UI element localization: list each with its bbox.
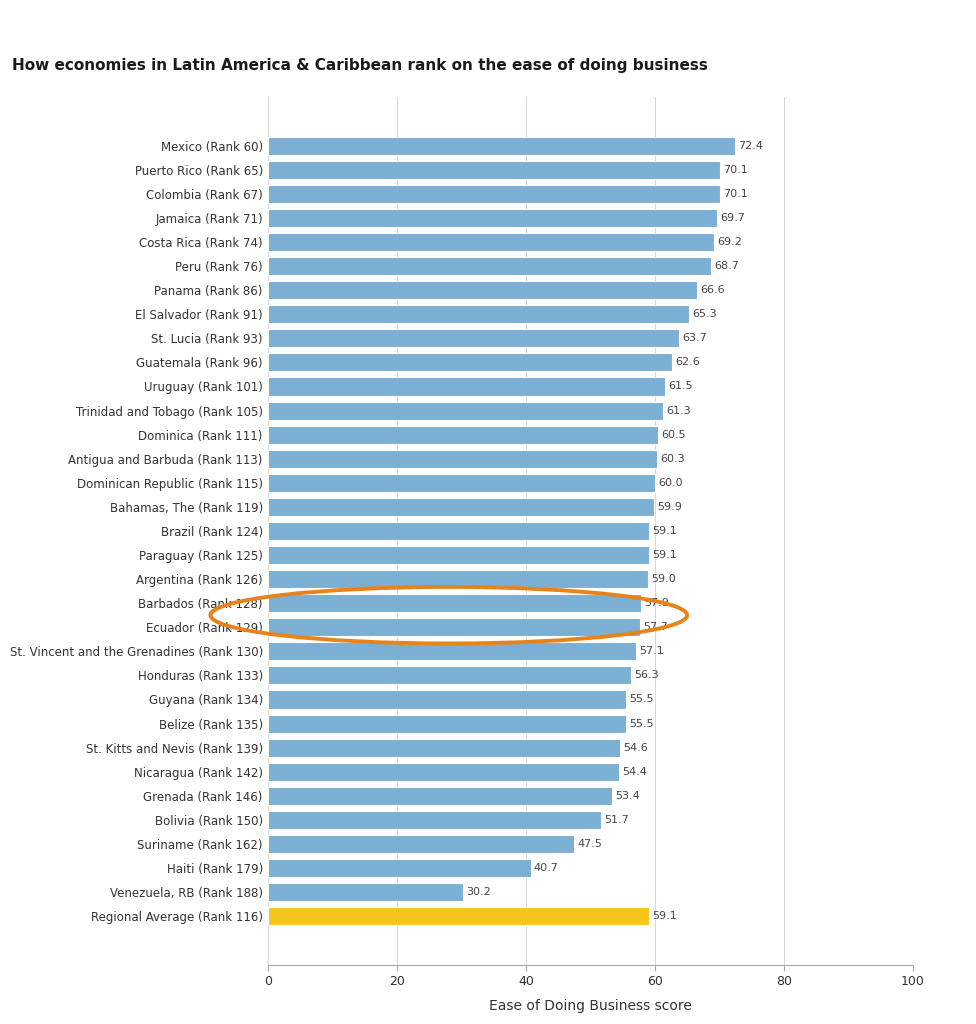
Text: 59.1: 59.1: [652, 526, 677, 536]
Text: 69.2: 69.2: [717, 237, 743, 247]
Bar: [268, 401, 664, 420]
Text: 65.3: 65.3: [692, 309, 717, 319]
Bar: [268, 353, 671, 372]
Bar: [268, 690, 626, 709]
Text: 51.7: 51.7: [605, 815, 630, 825]
Text: 61.5: 61.5: [668, 382, 692, 391]
Text: 63.7: 63.7: [682, 334, 707, 343]
Text: 60.5: 60.5: [662, 430, 686, 439]
Bar: [268, 835, 575, 853]
Bar: [268, 233, 714, 251]
X-axis label: Ease of Doing Business score: Ease of Doing Business score: [489, 999, 692, 1013]
Bar: [268, 474, 655, 492]
Text: 30.2: 30.2: [467, 887, 491, 897]
Text: 57.9: 57.9: [644, 598, 670, 608]
Text: 57.7: 57.7: [643, 623, 669, 632]
Text: 53.4: 53.4: [616, 791, 640, 801]
Bar: [268, 450, 657, 468]
Text: 60.3: 60.3: [660, 454, 685, 464]
Text: 70.1: 70.1: [723, 165, 748, 175]
Bar: [268, 570, 648, 588]
Text: 61.3: 61.3: [667, 406, 691, 416]
Text: 62.6: 62.6: [674, 357, 700, 368]
Text: 59.1: 59.1: [652, 550, 677, 560]
Bar: [268, 330, 678, 347]
Text: 55.5: 55.5: [630, 719, 654, 728]
Bar: [268, 546, 649, 564]
Text: 59.9: 59.9: [658, 502, 682, 512]
Text: 54.4: 54.4: [622, 767, 647, 776]
Bar: [268, 859, 531, 877]
Text: 47.5: 47.5: [578, 839, 602, 849]
Text: 59.0: 59.0: [652, 574, 676, 584]
Bar: [268, 522, 649, 540]
Text: 40.7: 40.7: [534, 863, 558, 873]
Text: 66.6: 66.6: [701, 286, 725, 295]
Bar: [268, 667, 631, 684]
Text: 70.1: 70.1: [723, 188, 748, 199]
Bar: [268, 305, 689, 324]
Bar: [268, 786, 612, 805]
Bar: [268, 811, 601, 828]
Bar: [268, 378, 665, 395]
Bar: [268, 907, 649, 926]
Text: 68.7: 68.7: [714, 261, 739, 271]
Bar: [268, 883, 463, 901]
Bar: [268, 715, 626, 732]
Bar: [268, 209, 717, 227]
Bar: [268, 594, 641, 612]
Text: 60.0: 60.0: [658, 478, 683, 487]
Bar: [268, 161, 720, 179]
Text: 59.1: 59.1: [652, 911, 677, 922]
Bar: [268, 185, 720, 203]
Text: 72.4: 72.4: [738, 140, 763, 151]
Bar: [268, 618, 640, 636]
Text: 54.6: 54.6: [624, 742, 648, 753]
Bar: [268, 498, 654, 516]
Text: 69.7: 69.7: [720, 213, 746, 223]
Text: How economies in Latin America & Caribbean rank on the ease of doing business: How economies in Latin America & Caribbe…: [12, 58, 708, 74]
Text: 57.1: 57.1: [639, 646, 665, 656]
Bar: [268, 642, 636, 660]
Bar: [268, 738, 620, 757]
Text: 55.5: 55.5: [630, 694, 654, 705]
Bar: [268, 257, 711, 275]
Bar: [268, 137, 735, 155]
Bar: [268, 282, 698, 299]
Bar: [268, 763, 619, 780]
Bar: [268, 426, 658, 443]
Text: 56.3: 56.3: [634, 671, 659, 680]
